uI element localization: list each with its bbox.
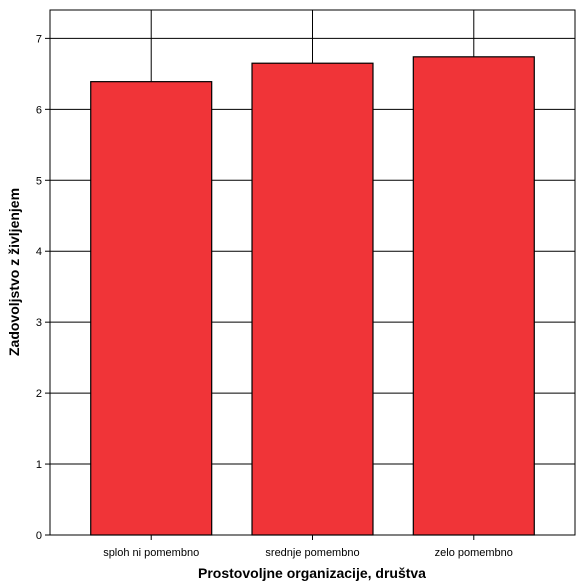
y-tick-label: 0 — [36, 530, 42, 542]
x-axis-ticks: sploh ni pomembno srednje pomembno zelo po… — [103, 535, 513, 559]
y-tick-label: 6 — [36, 104, 42, 116]
x-tick-label: sploh ni pomembno — [103, 547, 199, 559]
y-tick-label: 2 — [36, 388, 42, 400]
bar — [90, 81, 213, 536]
y-axis-ticks: 0 1 2 3 4 5 6 7 — [36, 33, 50, 542]
bar — [412, 56, 535, 536]
y-axis-title: Zadovoljstvo z življenjem — [6, 188, 22, 356]
bars — [90, 56, 535, 536]
bar — [251, 62, 374, 536]
x-tick-label: srednje pomembno — [265, 547, 359, 559]
y-tick-label: 4 — [36, 246, 42, 258]
x-tick-label: zelo pomembno — [435, 547, 513, 559]
y-tick-label: 7 — [36, 33, 42, 45]
y-tick-label: 3 — [36, 317, 42, 329]
y-tick-label: 5 — [36, 175, 42, 187]
x-axis-title: Prostovoljne organizacije, društva — [198, 565, 426, 581]
y-tick-label: 1 — [36, 459, 42, 471]
